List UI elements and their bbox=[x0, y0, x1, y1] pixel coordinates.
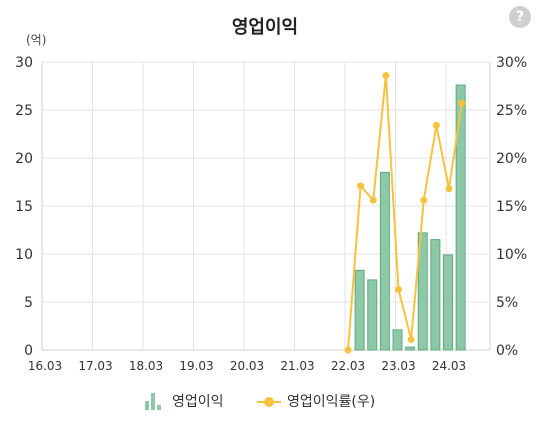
bar bbox=[392, 329, 403, 351]
bar bbox=[443, 254, 453, 351]
line-point bbox=[445, 185, 453, 193]
help-icon[interactable]: ? bbox=[509, 6, 531, 28]
y-right-tick-label: 15% bbox=[496, 199, 527, 215]
x-tick-label: 24.03 bbox=[432, 359, 466, 373]
bar bbox=[430, 239, 441, 351]
bar bbox=[455, 84, 466, 351]
x-tick-label: 17.03 bbox=[78, 359, 112, 373]
y-left-tick-label: 10 bbox=[15, 247, 33, 263]
legend-item-bar[interactable]: 영업이익 bbox=[145, 393, 224, 410]
y-left-tick-label: 0 bbox=[24, 343, 33, 359]
x-tick-label: 21.03 bbox=[280, 359, 314, 373]
bar bbox=[367, 279, 378, 351]
line-point bbox=[357, 182, 365, 190]
y-right-tick-label: 0% bbox=[496, 343, 518, 359]
y-right-tick-label: 20% bbox=[496, 151, 527, 167]
y-right-tick-label: 25% bbox=[496, 103, 527, 119]
grid-lines bbox=[41, 61, 491, 351]
y-right-tick-label: 10% bbox=[496, 247, 527, 263]
line-point bbox=[458, 99, 466, 107]
y-left-tick-label: 25 bbox=[15, 103, 33, 119]
y-axis-left: 0 5 10 15 20 25 30 bbox=[15, 55, 33, 359]
operating-margin-line bbox=[344, 71, 466, 354]
bar-chart-icon bbox=[145, 393, 161, 410]
x-tick-label: 22.03 bbox=[331, 359, 365, 373]
operating-profit-bars bbox=[354, 84, 466, 351]
x-tick-label: 18.03 bbox=[129, 359, 163, 373]
legend-line-label: 영업이익률(우) bbox=[287, 394, 375, 410]
legend: 영업이익 영업이익률(우) bbox=[145, 393, 375, 410]
y-right-tick-label: 5% bbox=[496, 295, 518, 311]
line-marker-icon bbox=[257, 397, 281, 407]
y-axis-right: 0% 5% 10% 15% 20% 25% 30% bbox=[496, 55, 527, 359]
margin-line-path bbox=[347, 75, 463, 351]
chart-title: 영업이익 bbox=[232, 17, 298, 38]
bar bbox=[405, 346, 416, 351]
x-tick-label: 16.03 bbox=[28, 359, 62, 373]
y-unit-label: (억) bbox=[26, 33, 46, 47]
line-point bbox=[382, 71, 390, 79]
bar bbox=[379, 171, 390, 351]
legend-bar-label: 영업이익 bbox=[172, 394, 224, 410]
x-axis: 16.03 17.03 18.03 19.03 20.03 21.03 22.03 23.03… bbox=[28, 359, 466, 373]
bar bbox=[354, 269, 365, 351]
legend-item-line[interactable]: 영업이익률(우) bbox=[257, 394, 375, 410]
y-left-tick-label: 5 bbox=[24, 295, 33, 311]
line-point bbox=[420, 196, 428, 204]
line-point bbox=[369, 196, 377, 204]
line-point bbox=[432, 121, 440, 129]
x-tick-label: 19.03 bbox=[179, 359, 213, 373]
line-point bbox=[395, 286, 402, 294]
y-left-tick-label: 15 bbox=[15, 199, 33, 215]
y-right-tick-label: 30% bbox=[496, 55, 527, 71]
y-left-tick-label: 20 bbox=[15, 151, 33, 167]
line-point bbox=[344, 346, 352, 354]
x-tick-label: 23.03 bbox=[381, 359, 415, 373]
x-tick-label: 20.03 bbox=[230, 359, 264, 373]
line-point bbox=[407, 335, 415, 343]
y-left-tick-label: 30 bbox=[15, 55, 33, 71]
bar bbox=[417, 232, 428, 351]
